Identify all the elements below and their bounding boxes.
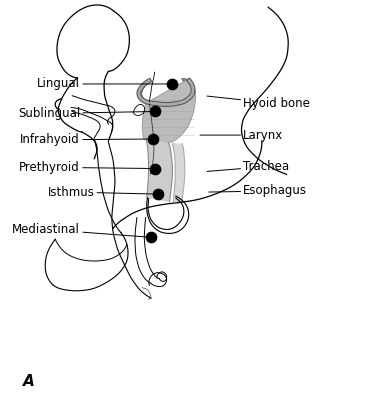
Text: Hyoid bone: Hyoid bone <box>207 96 310 110</box>
Text: Prethyroid: Prethyroid <box>19 161 152 174</box>
Text: Infrahyoid: Infrahyoid <box>20 133 150 146</box>
Text: Trachea: Trachea <box>207 160 290 173</box>
Polygon shape <box>146 140 173 202</box>
Point <box>150 136 156 142</box>
Text: Lingual: Lingual <box>37 78 170 90</box>
Text: Esophagus: Esophagus <box>209 185 307 198</box>
Point <box>148 234 154 240</box>
Point <box>155 191 161 197</box>
Text: Mediastinal: Mediastinal <box>12 223 148 237</box>
Text: Sublingual: Sublingual <box>18 107 152 120</box>
Polygon shape <box>138 78 192 106</box>
Polygon shape <box>172 143 185 202</box>
Text: Isthmus: Isthmus <box>47 186 155 199</box>
Point <box>152 109 158 115</box>
Text: Larynx: Larynx <box>200 129 284 142</box>
Polygon shape <box>142 78 196 143</box>
Text: A: A <box>23 374 35 389</box>
Point <box>169 81 175 87</box>
Point <box>152 166 158 172</box>
